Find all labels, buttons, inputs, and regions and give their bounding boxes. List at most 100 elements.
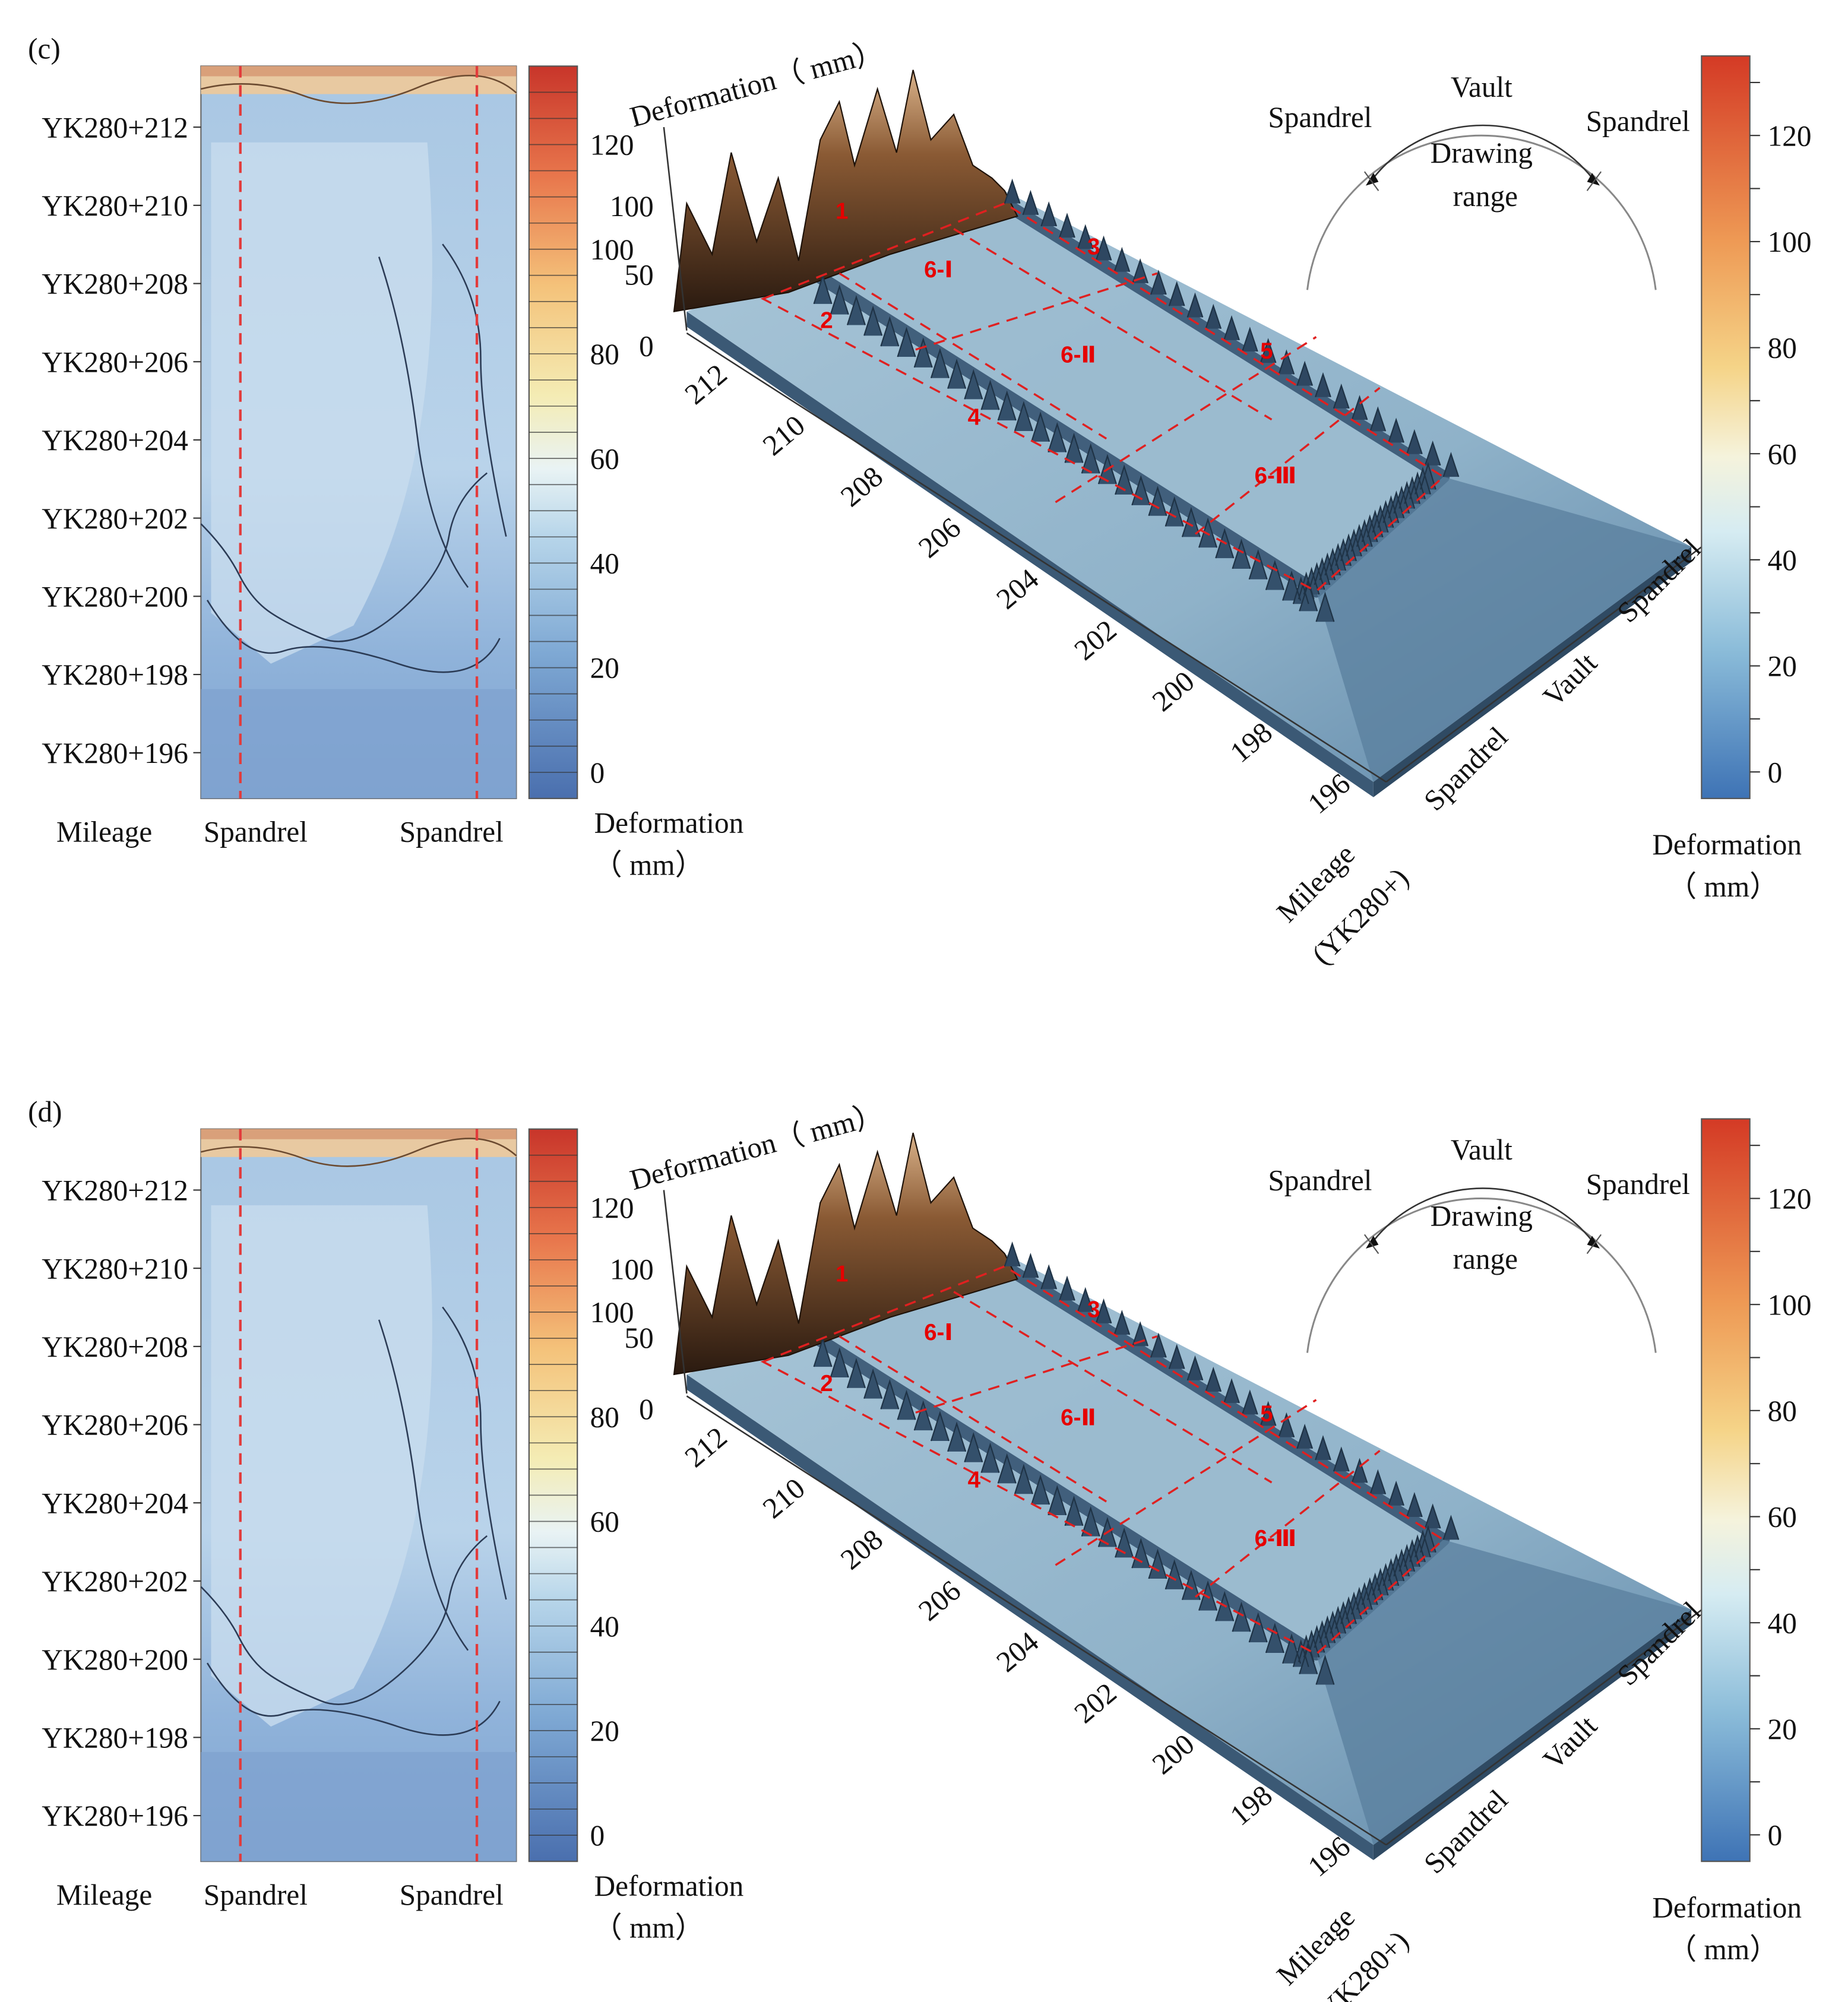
colorbar-title: Deformation — [594, 1870, 744, 1902]
mileage-tick-3d: 210 — [757, 1472, 811, 1525]
colorbar3d-tick: 40 — [1768, 544, 1797, 576]
mileage-tick: YK280+206 — [42, 346, 188, 378]
colorbar3d-unit: （ mm） — [1667, 870, 1779, 903]
mileage-tick-3d: 212 — [679, 1420, 733, 1474]
z-axis — [663, 127, 688, 331]
colorbar-tick: 0 — [590, 756, 605, 789]
z-axis — [663, 1190, 688, 1394]
mileage-tick: YK280+212 — [42, 1174, 188, 1207]
mileage-tick: YK280+196 — [42, 737, 188, 769]
colorbar3d-tick: 100 — [1768, 226, 1812, 258]
colorbar-tick: 80 — [590, 1401, 619, 1433]
colorbar3d-tick: 20 — [1768, 1713, 1797, 1746]
colorbar3d-tick: 60 — [1768, 1501, 1797, 1534]
inset-spandrel-left: Spandrel — [1268, 1164, 1372, 1196]
contour-colorbar — [528, 65, 578, 799]
inset-range: range — [1453, 180, 1518, 213]
drawing-range-inset — [1306, 124, 1657, 290]
zone-label: 6-Ⅲ — [1255, 463, 1297, 489]
colorbar-tick: 120 — [590, 129, 634, 161]
mileage-tick: YK280+200 — [42, 1643, 188, 1676]
mileage-tick: YK280+210 — [42, 1252, 188, 1285]
zone-label: 3 — [1087, 1297, 1100, 1323]
mileage-tick: YK280+200 — [42, 580, 188, 613]
colorbar-tick: 40 — [590, 547, 619, 580]
zone-label: 6-Ⅱ — [1061, 342, 1096, 368]
z-tick: 0 — [639, 1393, 654, 1426]
panel-d: (d) YK280+212 YK280+210 YK280+208 YK280+206 Y… — [28, 1095, 1811, 2002]
inset-spandrel-left: Spandrel — [1268, 101, 1372, 134]
colorbar3d-tick: 0 — [1768, 756, 1783, 788]
zone-label: 5 — [1260, 1401, 1273, 1427]
zone-label: 6-Ⅲ — [1255, 1526, 1297, 1551]
z-axis-title: Deformation（ mm） — [626, 34, 887, 134]
mileage-tick: YK280+202 — [42, 1565, 188, 1598]
mileage-tick-3d: 206 — [912, 1574, 967, 1627]
colorbar-tick: 60 — [590, 1506, 619, 1538]
colorbar3d-tick: 40 — [1768, 1607, 1797, 1639]
mileage-axis — [686, 1395, 1387, 1846]
mileage-tick: YK280+202 — [42, 502, 188, 535]
z-tick: 50 — [624, 1322, 653, 1354]
mileage-tick-3d: 202 — [1068, 613, 1122, 667]
zone-label: 6-Ⅱ — [1061, 1405, 1096, 1431]
inset-spandrel-right: Spandrel — [1586, 105, 1690, 138]
spandrel-label: Spandrel — [204, 816, 308, 848]
drawing-range-inset — [1306, 1187, 1657, 1353]
z-axis-title: Deformation（ mm） — [626, 1097, 887, 1196]
contour-colorbar — [528, 1128, 578, 1862]
colorbar3d-tick: 120 — [1768, 1183, 1812, 1215]
z-tick: 100 — [610, 190, 654, 223]
colorbar3d-unit: （ mm） — [1667, 1933, 1779, 1966]
inset-vault: Vault — [1451, 71, 1512, 103]
z-tick: 50 — [624, 259, 653, 292]
zone-label: 4 — [968, 1468, 981, 1493]
surface-colorbar — [1701, 1118, 1760, 1862]
mileage-tick: YK280+198 — [42, 658, 188, 691]
mileage-tick: YK280+198 — [42, 1721, 188, 1754]
mileage-axis-title: Mileage — [56, 816, 152, 848]
mileage-axis-title: Mileage — [56, 1879, 152, 1911]
colorbar-tick: 80 — [590, 338, 619, 370]
panel-label: (d) — [28, 1095, 62, 1128]
colorbar-tick: 0 — [590, 1819, 605, 1852]
colorbar-unit: （ mm） — [593, 1912, 704, 1944]
colorbar3d-tick: 100 — [1768, 1288, 1812, 1321]
colorbar3d-tick: 80 — [1768, 1395, 1797, 1427]
inset-range: range — [1453, 1243, 1518, 1275]
mileage-tick: YK280+196 — [42, 1800, 188, 1832]
spandrel-label: Spandrel — [400, 816, 504, 848]
mileage-tick: YK280+208 — [42, 1331, 188, 1363]
circ-axis — [1385, 540, 1711, 783]
zone-label: 1 — [836, 1262, 848, 1287]
zone-label: 2 — [820, 1371, 833, 1396]
z-tick: 100 — [610, 1253, 654, 1285]
zone-label: 1 — [836, 198, 848, 224]
mileage-tick: YK280+204 — [42, 424, 188, 457]
mileage-axis — [686, 332, 1387, 783]
surface-colorbar — [1701, 55, 1760, 799]
mileage-tick-3d: 210 — [757, 408, 811, 462]
colorbar3d-tick: 0 — [1768, 1819, 1783, 1852]
colorbar-tick: 20 — [590, 1715, 619, 1747]
mileage-tick: YK280+212 — [42, 111, 188, 144]
surface-plot — [663, 69, 1711, 797]
mileage-tick-3d: 212 — [679, 357, 733, 411]
colorbar3d-tick: 120 — [1768, 119, 1812, 152]
mileage-tick: YK280+204 — [42, 1487, 188, 1519]
zone-label: 2 — [820, 308, 833, 334]
mileage-tick-3d: 204 — [990, 1625, 1045, 1678]
colorbar-tick: 120 — [590, 1192, 634, 1224]
panel-label: (c) — [28, 33, 61, 65]
inset-vault: Vault — [1451, 1133, 1512, 1166]
colorbar3d-tick: 80 — [1768, 332, 1797, 365]
colorbar-tick: 20 — [590, 652, 619, 685]
mileage-tick-3d: 204 — [990, 562, 1045, 616]
mileage-tick-3d: 206 — [912, 511, 967, 565]
mileage-tick-3d: 202 — [1068, 1676, 1122, 1729]
spandrel-label: Spandrel — [204, 1879, 308, 1911]
mileage-tick-3d: 208 — [834, 460, 889, 514]
colorbar-tick: 100 — [590, 1296, 634, 1329]
colorbar3d-title: Deformation — [1652, 1891, 1802, 1924]
